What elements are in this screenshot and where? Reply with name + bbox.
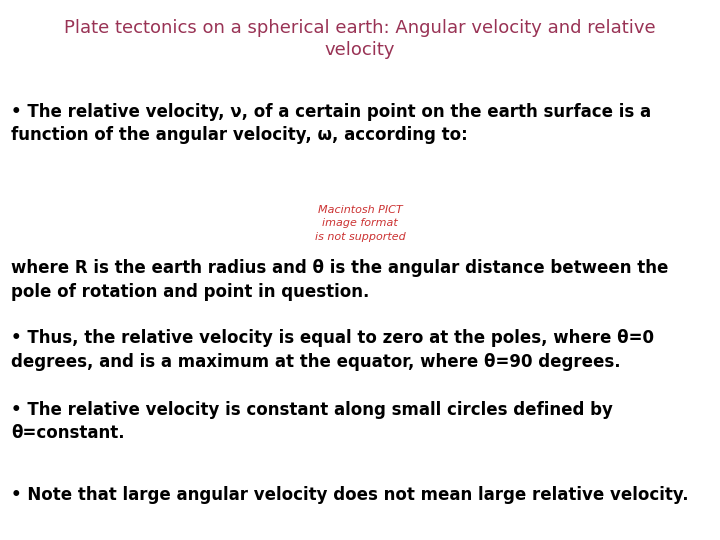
Text: Plate tectonics on a spherical earth: Angular velocity and relative
velocity: Plate tectonics on a spherical earth: An… [64,19,656,59]
Text: • The relative velocity, ν, of a certain point on the earth surface is a
functio: • The relative velocity, ν, of a certain… [11,103,651,144]
Text: Macintosh PICT
image format
is not supported: Macintosh PICT image format is not suppo… [315,205,405,241]
Text: • Note that large angular velocity does not mean large relative velocity.: • Note that large angular velocity does … [11,486,688,504]
Text: • The relative velocity is constant along small circles defined by
θ=constant.: • The relative velocity is constant alon… [11,401,613,442]
Text: where R is the earth radius and θ is the angular distance between the
pole of ro: where R is the earth radius and θ is the… [11,259,668,301]
Text: • Thus, the relative velocity is equal to zero at the poles, where θ=0
degrees, : • Thus, the relative velocity is equal t… [11,329,654,371]
